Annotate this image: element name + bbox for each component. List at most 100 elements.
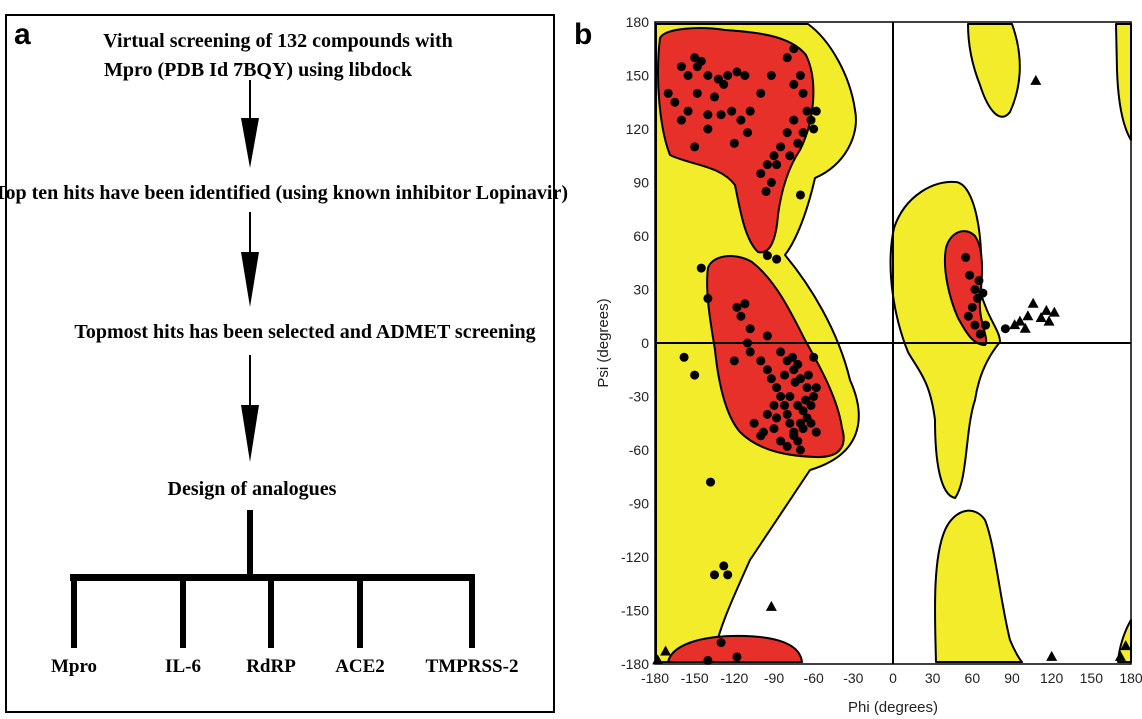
flow-step-4: Design of analogues: [167, 478, 337, 500]
circle-point: [772, 413, 782, 423]
circle-point: [716, 110, 726, 120]
y-tick-label: -150: [621, 603, 649, 619]
circle-point: [703, 110, 713, 120]
circle-point: [762, 409, 772, 419]
triangle-point: [1022, 310, 1034, 321]
triangle-point: [1046, 650, 1058, 661]
circle-point: [981, 320, 991, 330]
triangle-point: [765, 600, 777, 611]
circle-point: [732, 67, 742, 77]
circle-point: [978, 288, 988, 298]
circle-point: [732, 652, 742, 662]
circle-point: [789, 79, 799, 89]
circle-point: [756, 88, 766, 98]
circle-point: [809, 392, 819, 401]
data-points: [652, 44, 1132, 665]
triangle-point: [1019, 322, 1031, 333]
circle-point: [696, 263, 706, 273]
circle-point: [762, 331, 772, 341]
circle-point: [802, 106, 812, 116]
circle-point: [788, 352, 798, 362]
panel-b-letter: b: [574, 18, 593, 51]
triangle-point: [1009, 319, 1021, 330]
circle-point: [965, 270, 975, 280]
triangle-point: [1035, 312, 1047, 323]
circle-point: [692, 88, 702, 98]
circle-point: [703, 655, 713, 665]
circle-point: [795, 445, 805, 455]
circle-point: [679, 352, 689, 362]
circle-point: [806, 115, 816, 125]
tree-crossbar: [70, 574, 475, 581]
circle-point: [809, 124, 819, 134]
circle-point: [723, 570, 733, 580]
y-tick-labels: 180 150 120 90 60 30 0 -30 -60 -90 -120 -150 -180: [621, 14, 649, 672]
y-tick-label: -30: [629, 389, 649, 405]
tree-branch-3: [268, 578, 274, 648]
circle-point: [676, 62, 686, 72]
circle-point: [1000, 324, 1010, 334]
circle-point: [963, 311, 973, 321]
tree-branch-4: [357, 578, 363, 648]
circle-point: [798, 88, 808, 98]
circle-point: [766, 71, 776, 80]
circle-point: [970, 320, 980, 330]
triangle-point: [1040, 304, 1052, 315]
circle-point: [745, 106, 755, 116]
circle-point: [745, 324, 755, 334]
circle-point: [801, 395, 811, 405]
x-tick-label: -90: [764, 670, 784, 686]
circle-point: [727, 106, 737, 116]
triangle-point: [1014, 315, 1026, 326]
triangle-point: [1120, 640, 1132, 651]
circle-point: [736, 115, 746, 125]
circle-point: [706, 477, 716, 487]
x-tick-label: -180: [641, 670, 669, 686]
circle-point: [766, 374, 776, 384]
circle-point: [793, 138, 803, 148]
circle-point: [811, 106, 821, 116]
target-tmprss2: TMPRSS-2: [425, 656, 519, 677]
flow-step-3: Topmost hits has been selected and ADMET…: [74, 321, 536, 343]
tree-branch-5: [469, 578, 475, 648]
x-tick-label: -30: [843, 670, 863, 686]
circle-point: [802, 383, 812, 393]
target-ace2: ACE2: [335, 656, 385, 677]
circle-point: [703, 124, 713, 134]
circle-point: [776, 436, 786, 446]
x-tick-labels: -180 -150 -120 -90 -60 -30 0 30 60 90 120 150 180: [641, 670, 1142, 686]
y-axis-label: Psi (degrees): [595, 298, 612, 387]
circle-point: [782, 409, 792, 419]
x-tick-label: 60: [965, 670, 981, 686]
circle-point: [690, 370, 700, 380]
circle-point: [716, 638, 726, 648]
arrow-3-head: [241, 405, 259, 462]
circle-point: [729, 138, 739, 148]
circle-point: [795, 190, 805, 200]
y-tick-label: 30: [633, 282, 649, 298]
circle-point: [795, 71, 805, 80]
triangle-point: [652, 654, 664, 665]
circle-point: [803, 370, 813, 380]
circle-point: [719, 79, 729, 89]
circle-point: [780, 400, 790, 410]
y-tick-label: 120: [626, 121, 650, 137]
circle-point: [670, 97, 680, 107]
arrow-2-head: [241, 252, 259, 307]
x-tick-label: 150: [1080, 670, 1104, 686]
y-tick-label: 90: [633, 175, 649, 191]
circle-point: [782, 441, 792, 451]
circle-point: [769, 424, 779, 434]
circle-point: [762, 160, 772, 170]
circle-point: [729, 356, 739, 366]
circle-point: [723, 71, 733, 80]
circle-point: [811, 383, 821, 393]
circle-point: [756, 431, 766, 441]
y-tick-label: 150: [626, 68, 650, 84]
circle-point: [710, 570, 719, 580]
x-tick-label: 180: [1119, 670, 1142, 686]
circle-point: [789, 431, 799, 441]
circle-point: [772, 254, 782, 264]
target-il6: IL-6: [165, 656, 201, 677]
